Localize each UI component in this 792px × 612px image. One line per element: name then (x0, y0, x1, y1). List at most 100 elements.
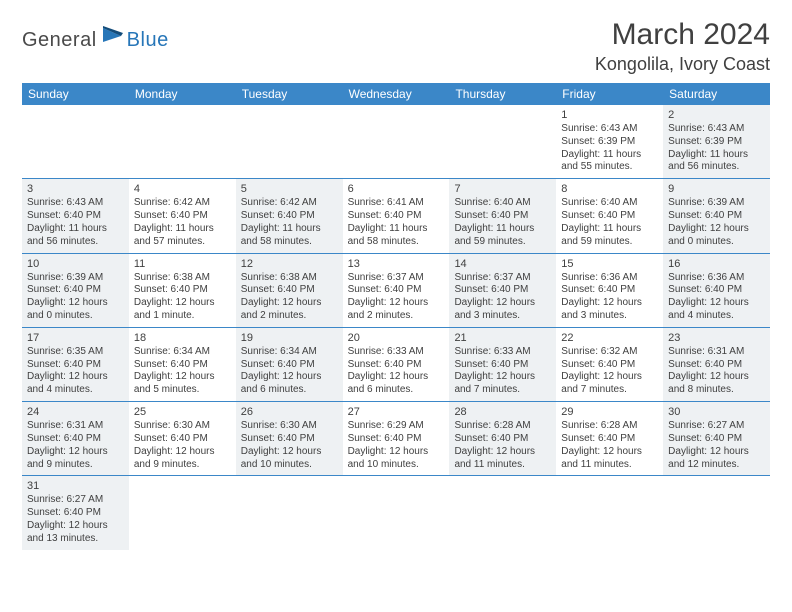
day-info-line: Sunset: 6:40 PM (27, 210, 124, 223)
day-cell: 5Sunrise: 6:42 AMSunset: 6:40 PMDaylight… (236, 179, 343, 252)
day-info-line: Sunset: 6:40 PM (27, 433, 124, 446)
logo-text-general: General (22, 29, 97, 52)
location: Kongolila, Ivory Coast (595, 54, 770, 75)
day-number: 3 (27, 182, 124, 196)
day-info-line: Sunrise: 6:43 AM (668, 123, 765, 136)
day-info-line: Daylight: 12 hours (348, 371, 445, 384)
day-cell: 26Sunrise: 6:30 AMSunset: 6:40 PMDayligh… (236, 402, 343, 475)
day-cell: 31Sunrise: 6:27 AMSunset: 6:40 PMDayligh… (22, 476, 129, 549)
day-info-line: Sunrise: 6:31 AM (27, 420, 124, 433)
day-number: 27 (348, 405, 445, 419)
day-cell: 8Sunrise: 6:40 AMSunset: 6:40 PMDaylight… (556, 179, 663, 252)
day-info-line: and 58 minutes. (348, 236, 445, 249)
day-info-line: and 57 minutes. (134, 236, 231, 249)
day-cell: 11Sunrise: 6:38 AMSunset: 6:40 PMDayligh… (129, 254, 236, 327)
day-info-line: and 11 minutes. (561, 459, 658, 472)
day-info-line: Sunrise: 6:34 AM (134, 346, 231, 359)
day-cell: 25Sunrise: 6:30 AMSunset: 6:40 PMDayligh… (129, 402, 236, 475)
day-info-line: and 10 minutes. (348, 459, 445, 472)
day-info-line: Sunset: 6:40 PM (561, 284, 658, 297)
day-cell: 14Sunrise: 6:37 AMSunset: 6:40 PMDayligh… (449, 254, 556, 327)
day-info-line: and 58 minutes. (241, 236, 338, 249)
day-cell: 15Sunrise: 6:36 AMSunset: 6:40 PMDayligh… (556, 254, 663, 327)
day-number: 30 (668, 405, 765, 419)
day-cell: 4Sunrise: 6:42 AMSunset: 6:40 PMDaylight… (129, 179, 236, 252)
day-cell: 30Sunrise: 6:27 AMSunset: 6:40 PMDayligh… (663, 402, 770, 475)
day-info-line: Sunset: 6:40 PM (134, 359, 231, 372)
day-number: 4 (134, 182, 231, 196)
day-number: 21 (454, 331, 551, 345)
day-info-line: Sunset: 6:40 PM (561, 210, 658, 223)
day-info-line: Sunrise: 6:27 AM (668, 420, 765, 433)
day-info-line: Sunrise: 6:42 AM (134, 197, 231, 210)
day-info-line: and 59 minutes. (454, 236, 551, 249)
day-info-line: Daylight: 12 hours (241, 297, 338, 310)
day-info-line: Daylight: 12 hours (27, 371, 124, 384)
day-number: 1 (561, 108, 658, 122)
day-info-line: and 3 minutes. (561, 310, 658, 323)
day-number: 29 (561, 405, 658, 419)
day-info-line: Sunset: 6:40 PM (241, 433, 338, 446)
day-info-line: Sunrise: 6:37 AM (348, 272, 445, 285)
day-info-line: Daylight: 12 hours (27, 520, 124, 533)
day-info-line: Daylight: 12 hours (668, 446, 765, 459)
day-info-line: Sunrise: 6:37 AM (454, 272, 551, 285)
day-info-line: and 1 minute. (134, 310, 231, 323)
day-cell (343, 476, 450, 549)
flag-icon (103, 26, 125, 47)
day-cell (129, 476, 236, 549)
day-info-line: and 59 minutes. (561, 236, 658, 249)
dow-header-row: SundayMondayTuesdayWednesdayThursdayFrid… (22, 83, 770, 105)
day-number: 11 (134, 257, 231, 271)
day-cell (343, 105, 450, 178)
day-number: 19 (241, 331, 338, 345)
day-info-line: and 9 minutes. (134, 459, 231, 472)
day-info-line: Sunrise: 6:36 AM (561, 272, 658, 285)
day-cell: 1Sunrise: 6:43 AMSunset: 6:39 PMDaylight… (556, 105, 663, 178)
day-info-line: Sunrise: 6:39 AM (668, 197, 765, 210)
weeks-container: 1 Sunrise: 6:43 AMSunset: 6:39 PM Daylight… (22, 105, 770, 550)
day-info-line: Daylight: 12 hours (348, 297, 445, 310)
day-cell: 28Sunrise: 6:28 AMSunset: 6:40 PMDayligh… (449, 402, 556, 475)
day-cell: 29Sunrise: 6:28 AMSunset: 6:40 PMDayligh… (556, 402, 663, 475)
day-cell (236, 105, 343, 178)
header: General Blue March 2024 Kongolila, Ivory… (22, 18, 770, 75)
day-info-line: Sunset: 6:40 PM (27, 507, 124, 520)
day-number: 2 (668, 108, 765, 122)
day-info-line: and 13 minutes. (27, 533, 124, 546)
day-cell: 10Sunrise: 6:39 AMSunset: 6:40 PMDayligh… (22, 254, 129, 327)
day-cell (22, 105, 129, 178)
day-info-line: Daylight: 12 hours (561, 371, 658, 384)
day-number: 23 (668, 331, 765, 345)
day-info-line: Daylight: 12 hours (348, 446, 445, 459)
day-cell: 6Sunrise: 6:41 AMSunset: 6:40 PMDaylight… (343, 179, 450, 252)
dow-cell: Monday (129, 83, 236, 105)
day-cell (663, 476, 770, 549)
day-cell: 21Sunrise: 6:33 AMSunset: 6:40 PMDayligh… (449, 328, 556, 401)
day-info-line: and 55 minutes. (561, 161, 658, 174)
day-info-line: and 4 minutes. (27, 384, 124, 397)
day-info-line: Sunrise: 6:33 AM (348, 346, 445, 359)
day-info-line: Sunrise: 6:32 AM (561, 346, 658, 359)
day-info-line: Sunrise: 6:40 AM (454, 197, 551, 210)
day-info-line: Sunset: 6:40 PM (454, 284, 551, 297)
day-info-line: Sunrise: 6:27 AM (27, 494, 124, 507)
day-number: 17 (27, 331, 124, 345)
day-info-line: Daylight: 12 hours (134, 446, 231, 459)
day-cell: 9Sunrise: 6:39 AMSunset: 6:40 PMDaylight… (663, 179, 770, 252)
day-info-line: Sunrise: 6:35 AM (27, 346, 124, 359)
day-info-line: Daylight: 12 hours (134, 371, 231, 384)
day-number: 5 (241, 182, 338, 196)
day-info-line: and 3 minutes. (454, 310, 551, 323)
day-info-line: Sunset: 6:39 PM (668, 136, 765, 149)
day-info-line: Sunrise: 6:28 AM (454, 420, 551, 433)
week-row: 17Sunrise: 6:35 AMSunset: 6:40 PMDayligh… (22, 328, 770, 402)
day-number: 14 (454, 257, 551, 271)
day-info-line: Sunset: 6:40 PM (348, 359, 445, 372)
day-info-line: and 0 minutes. (27, 310, 124, 323)
day-number: 22 (561, 331, 658, 345)
day-info-line: and 9 minutes. (27, 459, 124, 472)
day-info-line: Daylight: 11 hours (27, 223, 124, 236)
day-info-line: Sunset: 6:40 PM (27, 284, 124, 297)
day-info-line: Sunset: 6:40 PM (348, 210, 445, 223)
